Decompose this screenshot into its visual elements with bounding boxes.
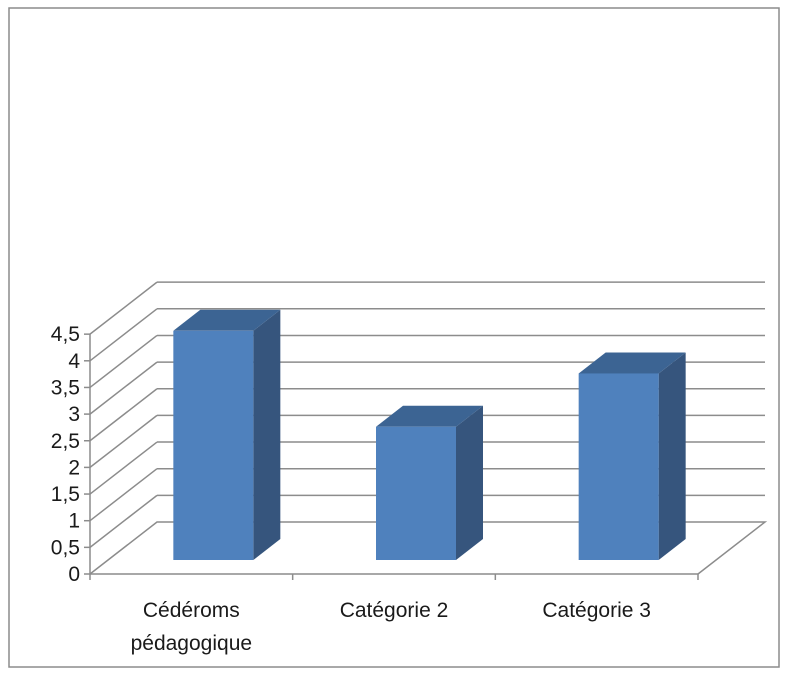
bar-front-face xyxy=(578,373,659,560)
wall-gridline xyxy=(89,441,158,495)
bars xyxy=(173,309,686,560)
x-category-label-line: Catégorie 2 xyxy=(340,599,449,622)
chart-border xyxy=(8,7,780,668)
axes xyxy=(84,333,699,580)
wall-gridline xyxy=(89,334,158,389)
bar-top-face xyxy=(173,309,281,331)
y-tick-label: 3,5 xyxy=(51,376,80,399)
x-category-label: Catégorie 3 xyxy=(542,599,651,622)
y-tick-label: 4,5 xyxy=(51,323,80,346)
y-tick-label: 0,5 xyxy=(51,536,80,559)
y-tick-label: 3 xyxy=(68,403,80,426)
bar-front-face xyxy=(376,426,456,560)
wall-gridline xyxy=(89,281,158,335)
x-category-label-line: Catégorie 3 xyxy=(542,599,651,622)
x-category-label-line: pédagogique xyxy=(131,632,252,655)
y-tick-label: 1,5 xyxy=(51,483,80,506)
y-tick-label: 4 xyxy=(68,350,80,373)
y-tick-label: 0 xyxy=(68,563,80,586)
bar-side-face xyxy=(658,352,686,560)
bar xyxy=(578,352,686,560)
wall-gridline xyxy=(89,388,158,442)
bar-top-face xyxy=(578,352,686,374)
y-tick-label: 1 xyxy=(68,510,80,533)
bar xyxy=(376,405,483,560)
wall-gridline xyxy=(89,414,158,468)
wall-gridline xyxy=(89,308,158,362)
x-category-label: Catégorie 2 xyxy=(340,599,449,622)
y-tick-label: 2,5 xyxy=(51,430,80,453)
wall-gridline xyxy=(89,494,158,548)
bar-side-face xyxy=(253,309,281,560)
x-category-label: Cédéroms pédagogique xyxy=(131,599,252,655)
bar-front-face xyxy=(173,330,254,560)
x-category-label-line: Cédéroms xyxy=(143,599,240,622)
bar-side-face xyxy=(456,405,483,560)
wall-gridline xyxy=(89,361,158,415)
bar-top-face xyxy=(376,405,483,427)
wall-gridline xyxy=(89,468,158,522)
y-tick-label: 2 xyxy=(68,456,80,479)
bar xyxy=(173,309,281,560)
